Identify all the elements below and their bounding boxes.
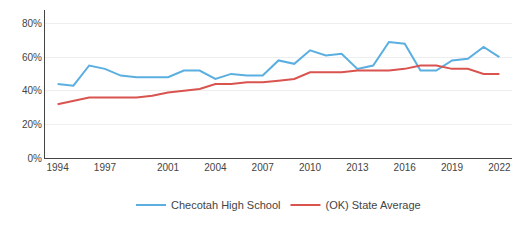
svg-text:40%: 40% bbox=[22, 85, 42, 96]
svg-text:2001: 2001 bbox=[157, 162, 180, 173]
svg-text:60%: 60% bbox=[22, 52, 42, 63]
svg-text:80%: 80% bbox=[22, 18, 42, 29]
svg-text:2007: 2007 bbox=[252, 162, 275, 173]
svg-text:(OK) State Average: (OK) State Average bbox=[325, 199, 420, 211]
svg-text:0%: 0% bbox=[28, 153, 43, 164]
svg-text:2019: 2019 bbox=[441, 162, 464, 173]
svg-text:1997: 1997 bbox=[94, 162, 117, 173]
svg-text:1994: 1994 bbox=[46, 162, 69, 173]
svg-text:2022: 2022 bbox=[488, 162, 511, 173]
svg-text:20%: 20% bbox=[22, 119, 42, 130]
svg-text:2016: 2016 bbox=[394, 162, 417, 173]
svg-text:2004: 2004 bbox=[204, 162, 227, 173]
svg-text:Checotah High School: Checotah High School bbox=[171, 199, 280, 211]
svg-text:2010: 2010 bbox=[299, 162, 322, 173]
svg-text:2013: 2013 bbox=[346, 162, 369, 173]
